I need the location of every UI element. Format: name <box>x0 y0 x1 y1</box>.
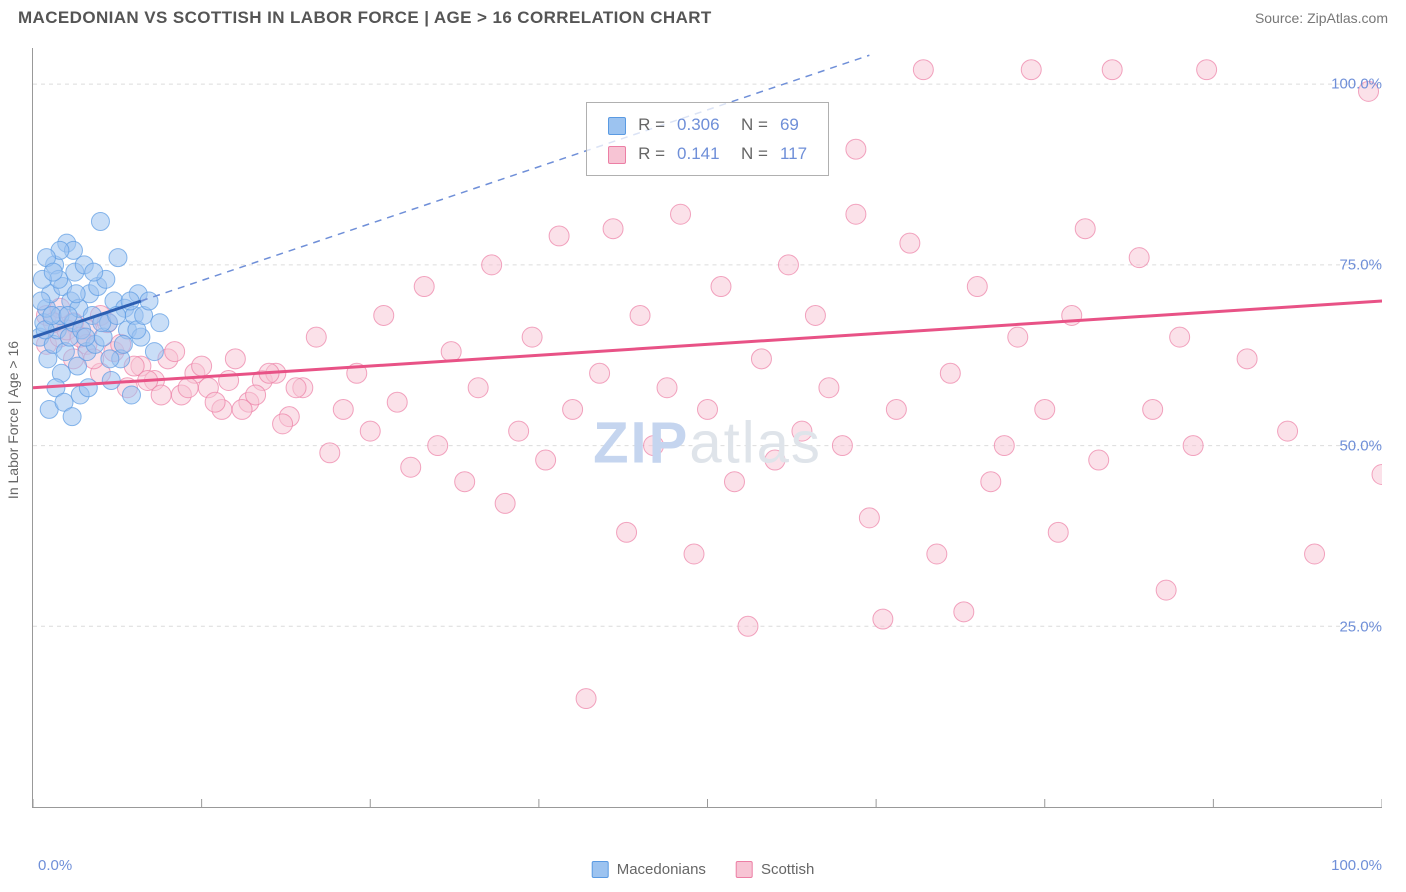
x-tick-label: 100.0% <box>1331 857 1382 874</box>
swatch-icon <box>736 861 753 878</box>
x-tick-label: 0.0% <box>38 857 72 874</box>
legend-entry: Scottish <box>736 861 814 878</box>
y-tick-label: 75.0% <box>1339 257 1382 274</box>
stats-row: R =0.141 N =117 <box>603 140 812 167</box>
chart-area: ZIPatlas R =0.306 N =69 R =0.141 N =117 <box>32 48 1382 808</box>
y-tick-label: 50.0% <box>1339 438 1382 455</box>
chart-title: MACEDONIAN VS SCOTTISH IN LABOR FORCE | … <box>18 8 712 28</box>
y-tick-label: 100.0% <box>1331 76 1382 93</box>
y-axis-label: In Labor Force | Age > 16 <box>5 341 21 499</box>
stats-box: R =0.306 N =69 R =0.141 N =117 <box>586 102 829 176</box>
legend-entry: Macedonians <box>592 861 706 878</box>
swatch-icon <box>608 117 626 135</box>
legend-label: Macedonians <box>617 861 706 878</box>
swatch-icon <box>592 861 609 878</box>
legend: Macedonians Scottish <box>592 861 815 878</box>
y-axis-label-container: In Labor Force | Age > 16 <box>2 40 24 800</box>
y-tick-label: 25.0% <box>1339 619 1382 636</box>
stats-row: R =0.306 N =69 <box>603 111 812 138</box>
legend-label: Scottish <box>761 861 814 878</box>
chart-source: Source: ZipAtlas.com <box>1255 10 1388 26</box>
swatch-icon <box>608 146 626 164</box>
